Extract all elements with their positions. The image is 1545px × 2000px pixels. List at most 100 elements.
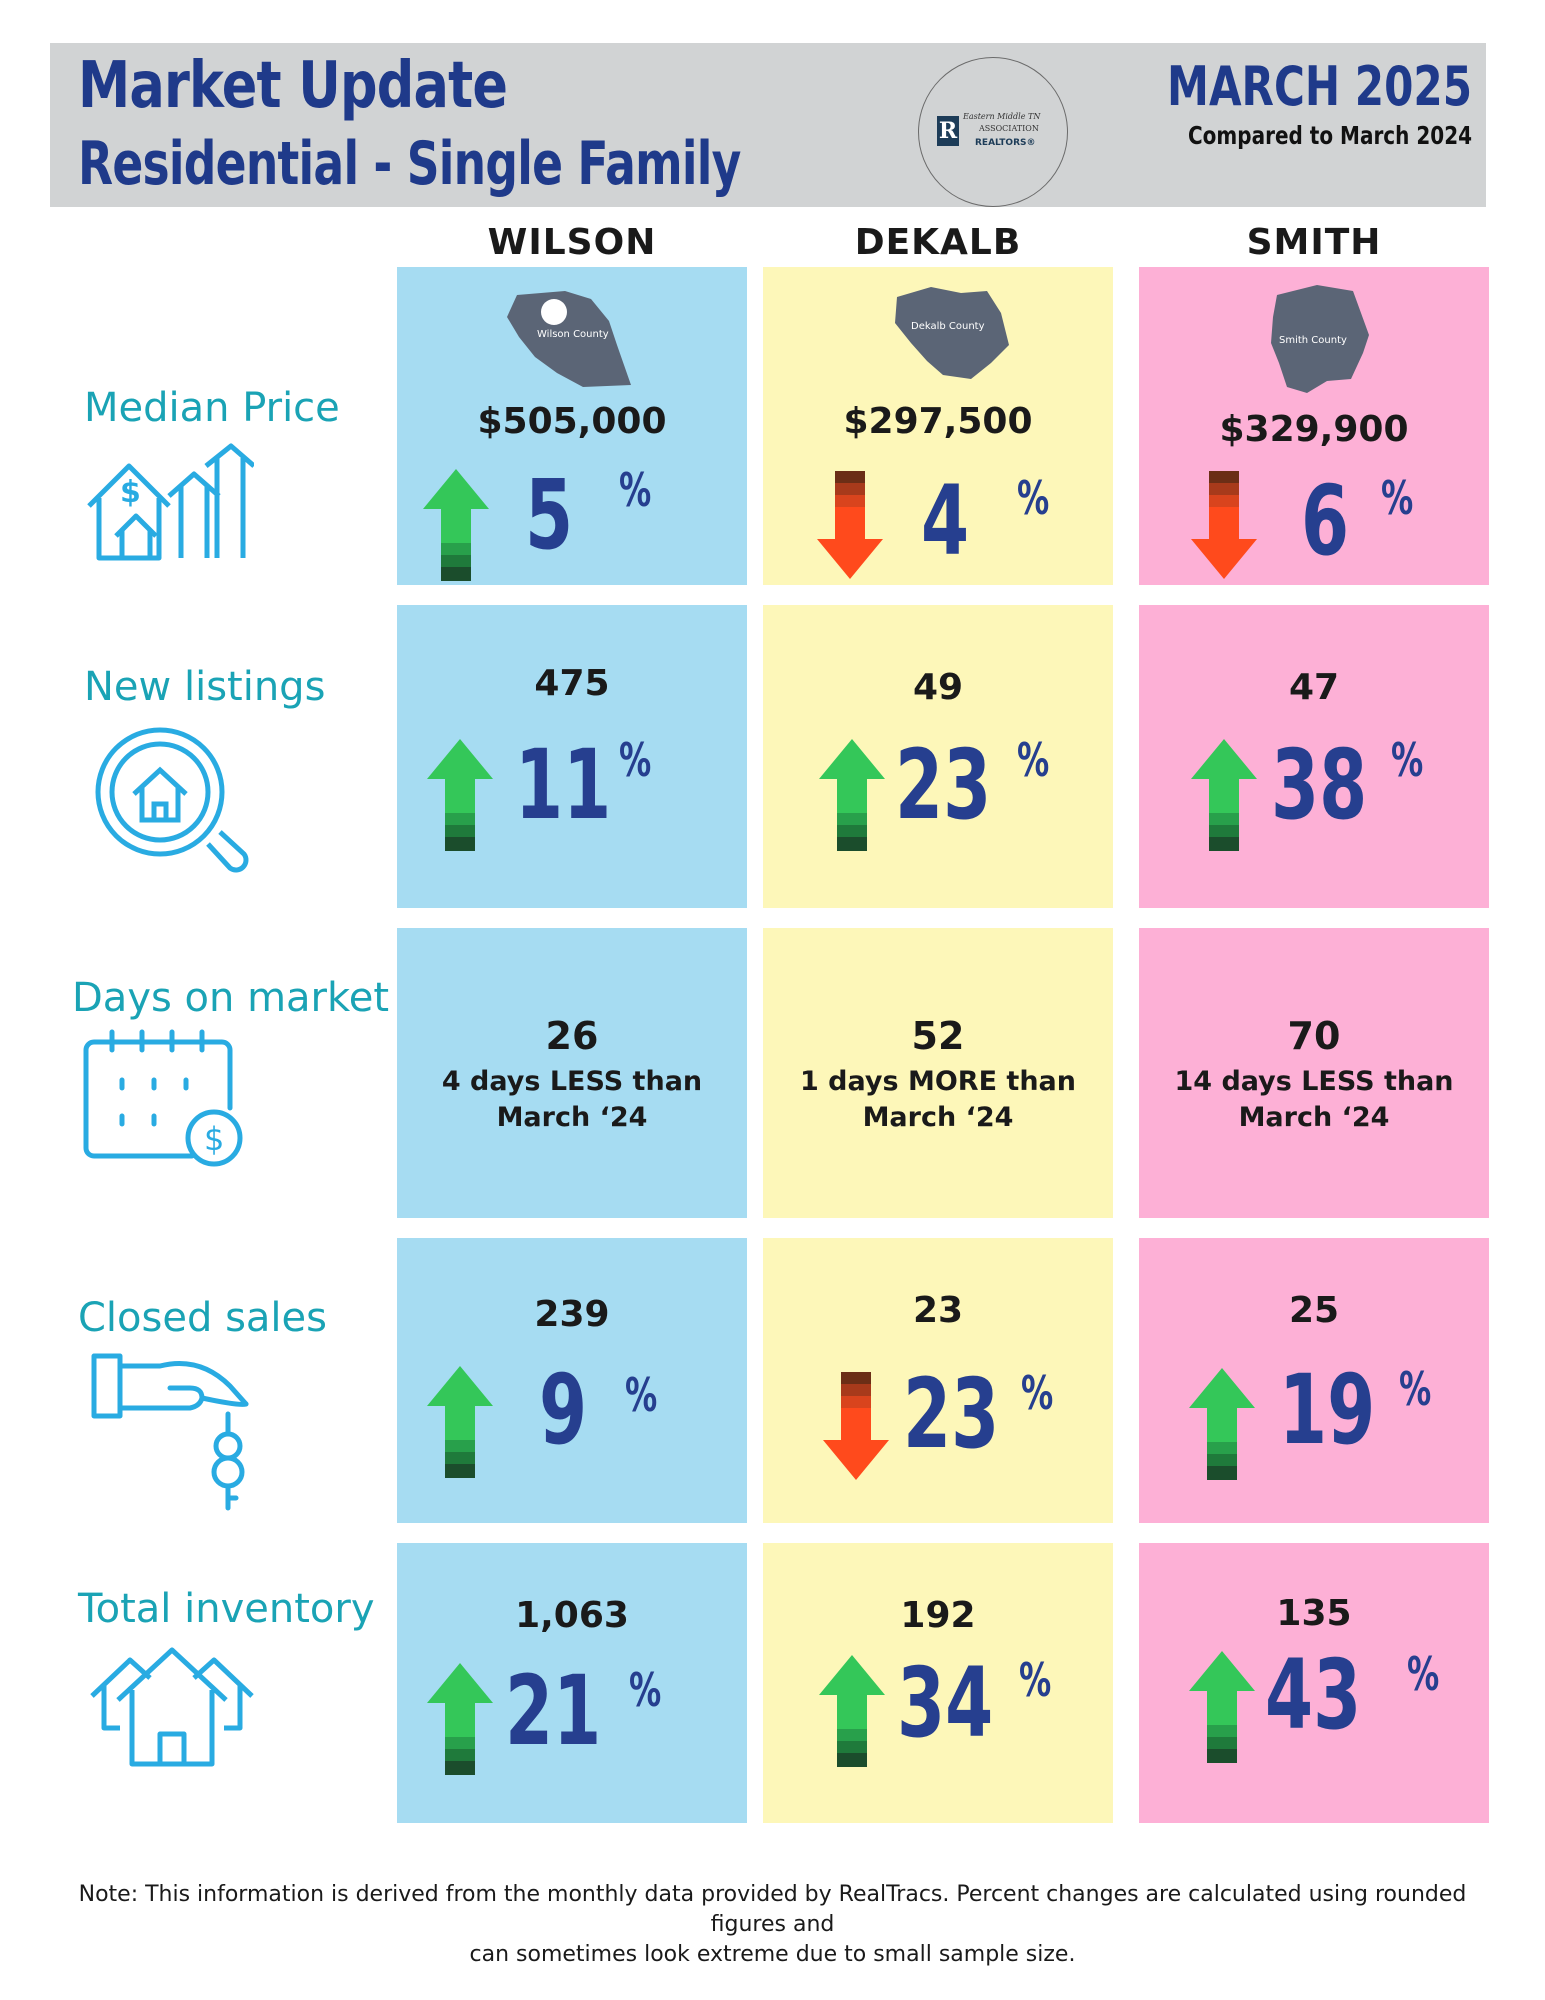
- total-inventory-value: 135: [1276, 1593, 1352, 1634]
- hand-key-icon: [91, 1353, 249, 1511]
- cell-smith-closed-sales: 25 19 %: [1139, 1238, 1489, 1523]
- percent-sign: %: [1019, 1653, 1052, 1707]
- calendar-dollar-icon: $: [83, 1029, 243, 1167]
- map-label-smith: Smith County: [1279, 335, 1347, 346]
- percent-sign: %: [1021, 1366, 1054, 1420]
- percent-change: 23: [895, 729, 992, 841]
- closed-sales-value: 25: [1288, 1290, 1340, 1331]
- percent-change: 5: [525, 459, 574, 571]
- days-on-market-note: 14 days LESS than: [1174, 1066, 1454, 1097]
- page-subtitle: Residential - Single Family: [78, 129, 741, 199]
- house-price-growth-icon: $: [87, 443, 254, 561]
- median-price-value: $297,500: [843, 401, 1033, 442]
- up-arrow-icon: [1189, 1368, 1255, 1480]
- percent-sign: %: [629, 1663, 662, 1717]
- comparison-period: Compared to March 2024: [1187, 121, 1472, 150]
- percent-change: 23: [903, 1358, 1000, 1470]
- cell-dekalb-total-inventory: 192 34 %: [763, 1543, 1113, 1823]
- total-inventory-value: 1,063: [515, 1595, 629, 1636]
- percent-change: 19: [1279, 1354, 1376, 1466]
- percent-change: 11: [515, 729, 612, 841]
- cell-smith-median-price: Smith County $329,900 6 %: [1139, 267, 1489, 585]
- up-arrow-icon: [427, 1663, 493, 1775]
- county-name-dekalb: DEKALB: [854, 222, 1022, 263]
- down-arrow-icon: [1191, 471, 1257, 579]
- footer-note: Note: This information is derived from t…: [60, 1880, 1485, 1970]
- cell-dekalb-closed-sales: 23 23 %: [763, 1238, 1113, 1523]
- map-label-wilson: Wilson County: [537, 329, 609, 340]
- percent-sign: %: [625, 1368, 658, 1422]
- percent-change: 34: [897, 1647, 994, 1759]
- percent-sign: %: [1391, 733, 1424, 787]
- up-arrow-icon: [1189, 1651, 1255, 1763]
- percent-sign: %: [619, 463, 652, 517]
- up-arrow-icon: [423, 469, 489, 581]
- houses-icon: [90, 1647, 254, 1767]
- percent-change: 4: [921, 465, 970, 577]
- svg-text:$: $: [204, 1120, 224, 1158]
- new-listings-value: 475: [534, 663, 610, 704]
- median-price-value: $505,000: [477, 401, 667, 442]
- new-listings-value: 49: [912, 667, 964, 708]
- up-arrow-icon: [819, 1655, 885, 1767]
- up-arrow-icon: [1191, 739, 1257, 851]
- cell-smith-new-listings: 47 38 %: [1139, 605, 1489, 908]
- down-arrow-icon: [823, 1372, 889, 1480]
- page-title: Market Update: [78, 49, 508, 123]
- cell-wilson-days-on-market: 26 4 days LESS than March ‘24: [397, 928, 747, 1218]
- days-on-market-note: 4 days LESS than: [441, 1066, 703, 1097]
- svg-text:$: $: [120, 475, 141, 510]
- days-on-market-value: 26: [545, 1014, 599, 1058]
- metric-label-closed-sales: Closed sales: [78, 1295, 327, 1341]
- percent-sign: %: [1017, 471, 1050, 525]
- percent-change: 43: [1265, 1639, 1362, 1751]
- days-on-market-note-period: March ‘24: [1238, 1102, 1390, 1133]
- map-label-dekalb: Dekalb County: [911, 321, 985, 332]
- percent-change: 9: [539, 1354, 588, 1466]
- metric-label-new-listings: New listings: [84, 664, 326, 710]
- closed-sales-value: 23: [912, 1290, 964, 1331]
- cell-wilson-total-inventory: 1,063 21 %: [397, 1543, 747, 1823]
- cell-dekalb-new-listings: 49 23 %: [763, 605, 1113, 908]
- association-logo: R Eastern Middle TN ASSOCIATION REALTORS…: [918, 57, 1068, 207]
- closed-sales-value: 239: [534, 1294, 610, 1335]
- new-listings-value: 47: [1288, 667, 1340, 708]
- median-price-value: $329,900: [1219, 409, 1409, 450]
- up-arrow-icon: [819, 739, 885, 851]
- days-on-market-note-period: March ‘24: [862, 1102, 1014, 1133]
- realtor-r-icon: R: [937, 116, 959, 146]
- logo-text-realtors: REALTORS®: [975, 138, 1036, 148]
- cell-wilson-median-price: Wilson County $505,000 5 %: [397, 267, 747, 585]
- percent-sign: %: [619, 733, 652, 787]
- logo-text-region: Eastern Middle TN: [963, 112, 1041, 121]
- cell-dekalb-median-price: Dekalb County $297,500 4 %: [763, 267, 1113, 585]
- county-name-smith: SMITH: [1246, 222, 1382, 263]
- days-on-market-value: 70: [1287, 1014, 1341, 1058]
- percent-change: 21: [505, 1655, 602, 1767]
- days-on-market-value: 52: [911, 1014, 965, 1058]
- cell-smith-total-inventory: 135 43 %: [1139, 1543, 1489, 1823]
- percent-sign: %: [1381, 471, 1414, 525]
- up-arrow-icon: [427, 1366, 493, 1478]
- metric-label-total-inventory: Total inventory: [78, 1586, 375, 1632]
- smith-county-map: [1271, 285, 1369, 393]
- footer-note-line1: Note: This information is derived from t…: [78, 1882, 1467, 1937]
- down-arrow-icon: [817, 471, 883, 579]
- wilson-county-map: [507, 291, 631, 387]
- report-month: MARCH 2025: [1166, 55, 1472, 118]
- cell-wilson-new-listings: 475 11 %: [397, 605, 747, 908]
- metric-label-days-on-market: Days on market: [72, 975, 390, 1021]
- percent-change: 38: [1271, 729, 1368, 841]
- days-on-market-note-period: March ‘24: [496, 1102, 648, 1133]
- percent-sign: %: [1399, 1362, 1432, 1416]
- cell-wilson-closed-sales: 239 9 %: [397, 1238, 747, 1523]
- cell-smith-days-on-market: 70 14 days LESS than March ‘24: [1139, 928, 1489, 1218]
- header-banner: Market Update Residential - Single Famil…: [50, 43, 1486, 207]
- house-search-icon: [95, 727, 249, 873]
- logo-text-association: ASSOCIATION: [979, 124, 1039, 133]
- percent-sign: %: [1407, 1647, 1440, 1701]
- county-name-wilson: WILSON: [487, 222, 657, 263]
- dekalb-county-map: [895, 287, 1009, 379]
- total-inventory-value: 192: [900, 1595, 976, 1636]
- metric-label-median-price: Median Price: [84, 385, 340, 431]
